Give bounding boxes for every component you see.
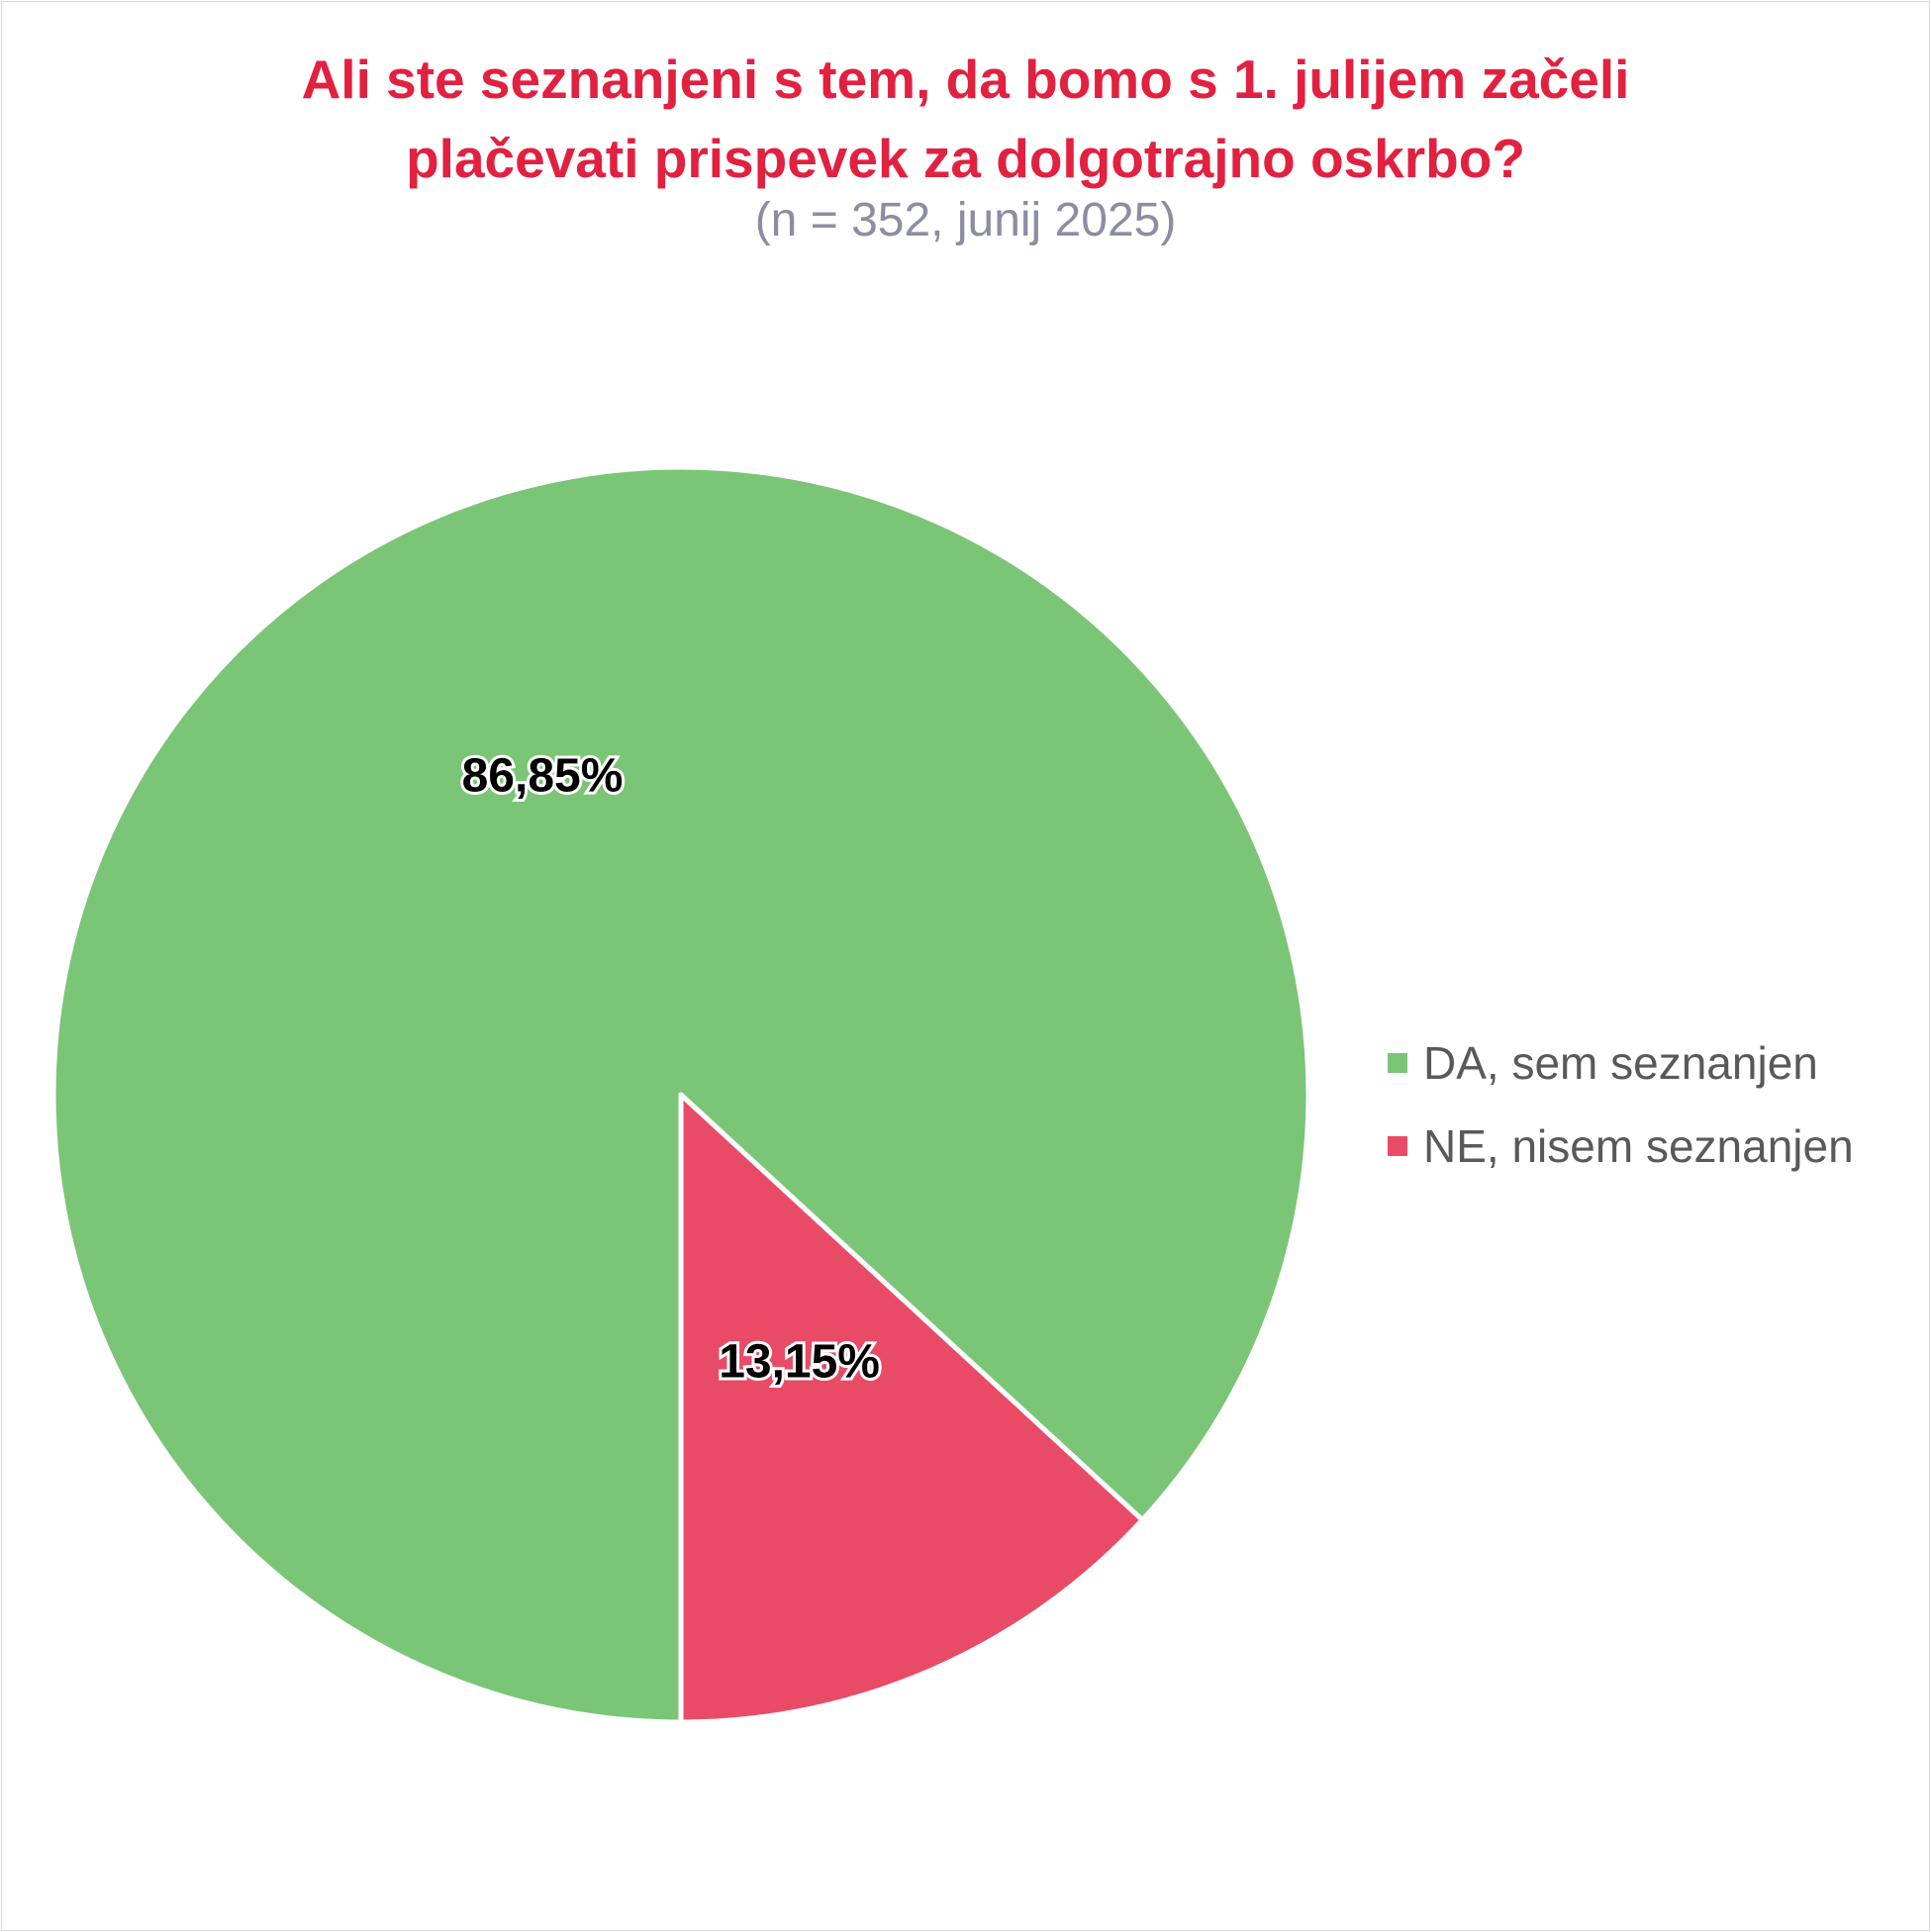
legend-label-da: DA, sem seznanjen — [1423, 1037, 1818, 1089]
data-label-ne: 13,15% — [719, 1336, 880, 1389]
pie-slice-ne — [678, 1092, 1145, 1725]
legend-swatch-da — [1388, 1053, 1407, 1073]
chart-title: Ali ste seznanjeni s tem, da bomo s 1. j… — [0, 40, 1931, 198]
legend-label-ne: NE, nisem seznanjen — [1423, 1120, 1854, 1172]
chart-title-line-2: plačevati prispevek za dolgotrajno oskrb… — [406, 128, 1525, 189]
legend-item-ne: NE, nisem seznanjen — [1388, 1105, 1854, 1188]
data-label-da: 86,85% — [462, 749, 624, 802]
legend-item-da: DA, sem seznanjen — [1388, 1021, 1854, 1105]
chart-subtitle: (n = 352, junij 2025) — [754, 194, 1177, 246]
legend-swatch-ne — [1388, 1136, 1407, 1156]
chart-title-line-1: Ali ste seznanjeni s tem, da bomo s 1. j… — [301, 48, 1630, 110]
legend: DA, sem seznanjen NE, nisem seznanjen — [1388, 1021, 1854, 1188]
pie-slice-da — [50, 464, 1311, 1725]
